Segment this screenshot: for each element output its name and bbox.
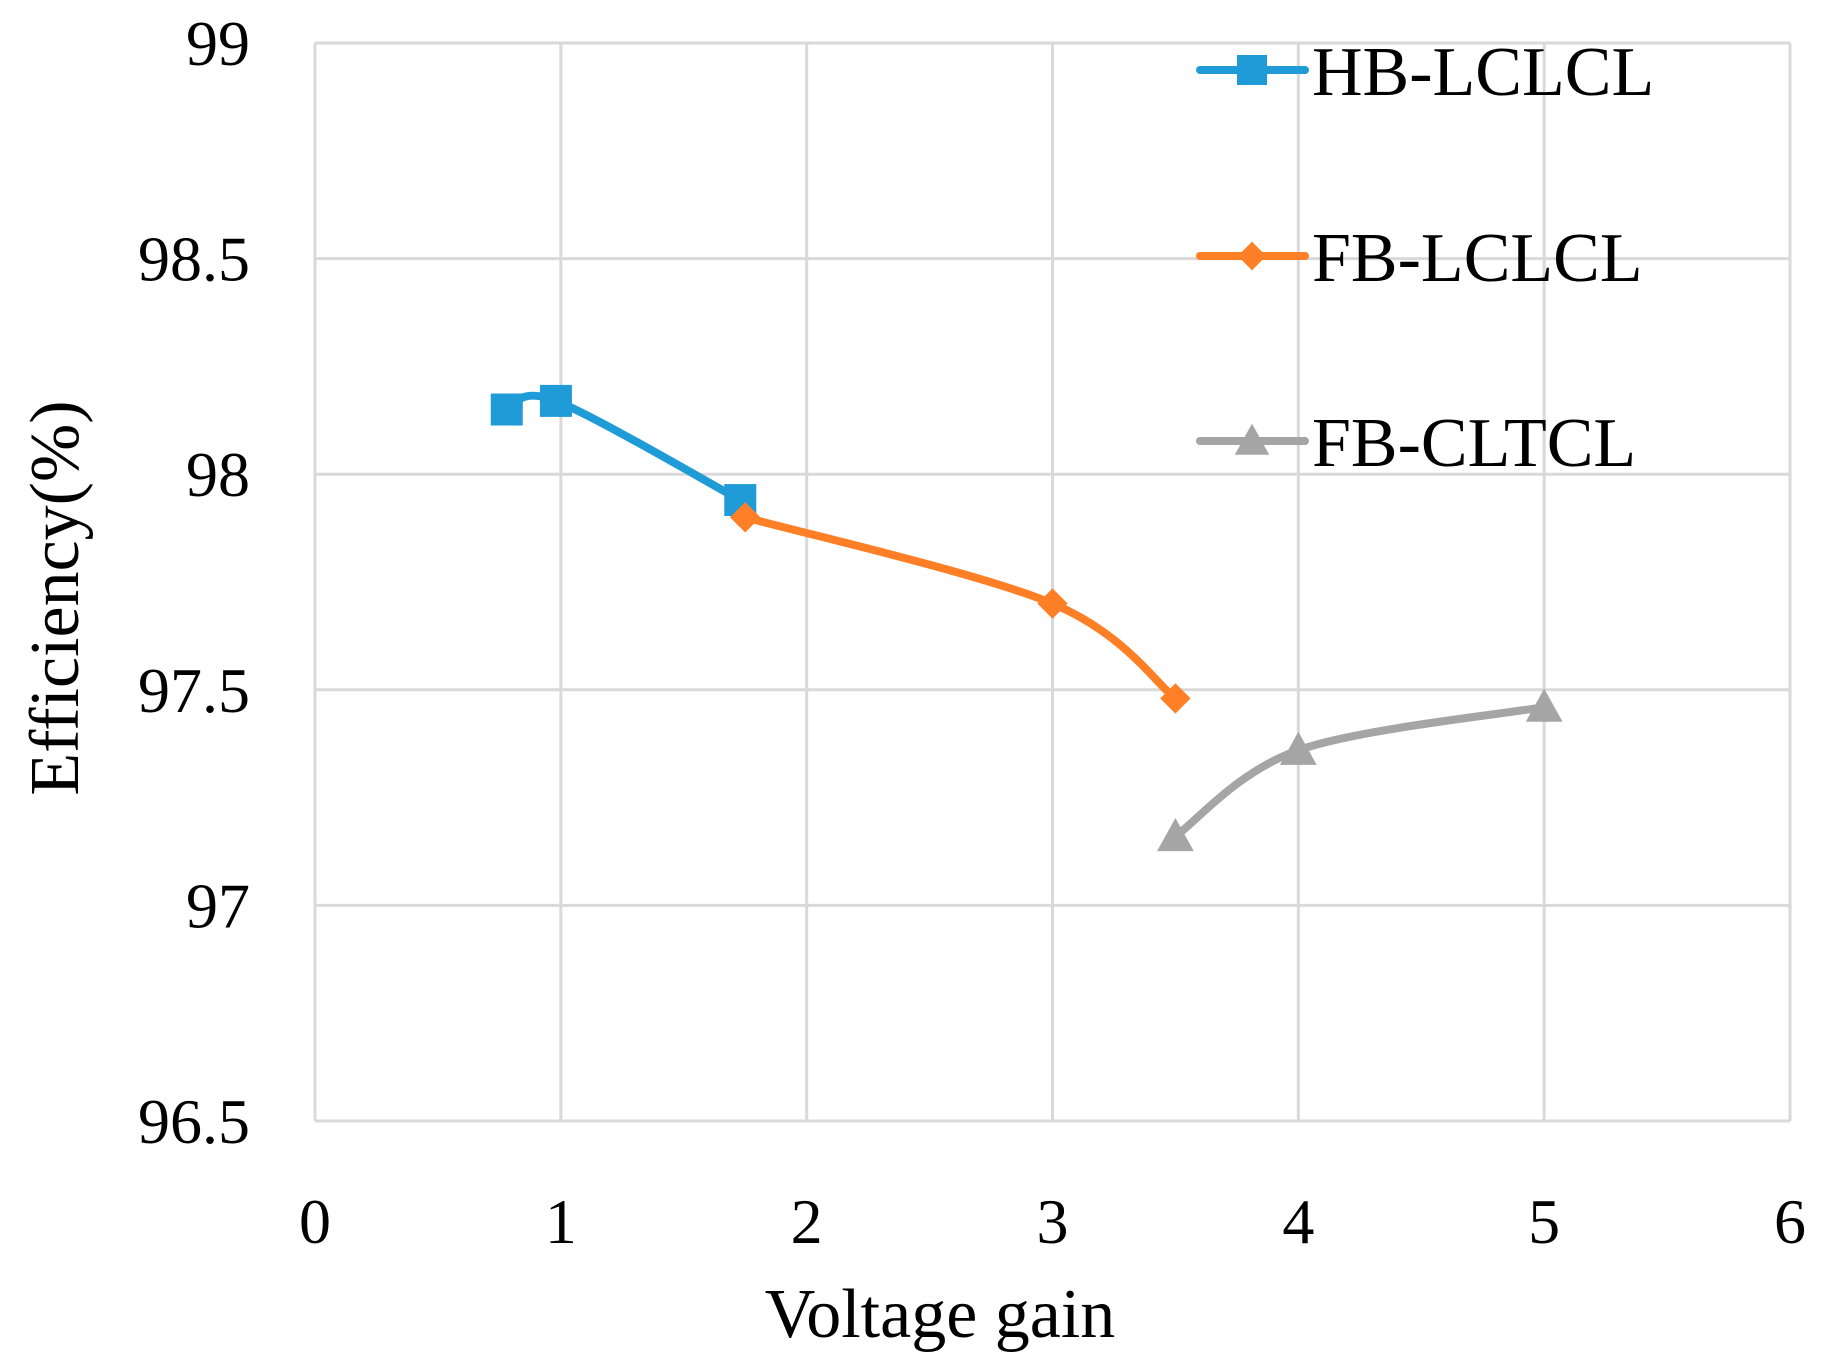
legend-label: HB-LCLCL xyxy=(1312,34,1654,111)
y-tick-label: 98.5 xyxy=(138,224,250,295)
y-tick-label: 96.5 xyxy=(138,1086,250,1157)
series-hb-lclcl xyxy=(490,384,757,517)
legend: HB-LCLCL FB-LCLCL FB-CLTCL xyxy=(1196,34,1654,482)
legend-item: HB-LCLCL xyxy=(1196,34,1654,111)
legend-item: FB-CLTCL xyxy=(1196,405,1636,482)
x-tick-label: 1 xyxy=(545,1186,577,1257)
x-tick-label: 3 xyxy=(1037,1186,1069,1257)
data-point xyxy=(730,502,761,533)
legend-label: FB-CLTCL xyxy=(1312,405,1636,482)
data-point xyxy=(1525,688,1563,722)
x-tick-labels: 0 1 2 3 4 5 6 xyxy=(299,1186,1806,1257)
x-axis-title: Voltage gain xyxy=(765,1276,1116,1353)
x-tick-label: 5 xyxy=(1528,1186,1560,1257)
y-tick-label: 98 xyxy=(186,439,250,510)
y-tick-label: 97.5 xyxy=(138,655,250,726)
legend-marker xyxy=(1237,55,1267,85)
legend-marker xyxy=(1237,241,1267,271)
x-tick-label: 4 xyxy=(1282,1186,1314,1257)
x-tick-label: 6 xyxy=(1774,1186,1806,1257)
series-line xyxy=(741,513,1180,703)
x-tick-label: 0 xyxy=(299,1186,331,1257)
x-tick-label: 2 xyxy=(791,1186,823,1257)
legend-marker xyxy=(1234,423,1270,455)
y-tick-label: 99 xyxy=(186,8,250,79)
data-point xyxy=(539,384,572,417)
data-point xyxy=(490,393,523,426)
data-point xyxy=(1037,588,1068,619)
data-point xyxy=(1160,683,1191,714)
series-layer xyxy=(490,384,1563,852)
y-tick-labels: 96.5 97 97.5 98 98.5 99 xyxy=(138,8,250,1157)
legend-label: FB-LCLCL xyxy=(1312,220,1643,297)
y-tick-label: 97 xyxy=(186,870,250,941)
data-point xyxy=(1157,818,1194,852)
series-fb-lclcl xyxy=(730,502,1191,714)
series-fb-cltcl xyxy=(1157,688,1563,852)
legend-item: FB-LCLCL xyxy=(1196,220,1643,297)
grid-layer xyxy=(313,41,1792,1123)
data-point xyxy=(1279,731,1317,765)
y-axis-title: Efficiency(%) xyxy=(17,400,94,795)
series-line xyxy=(1171,703,1549,841)
